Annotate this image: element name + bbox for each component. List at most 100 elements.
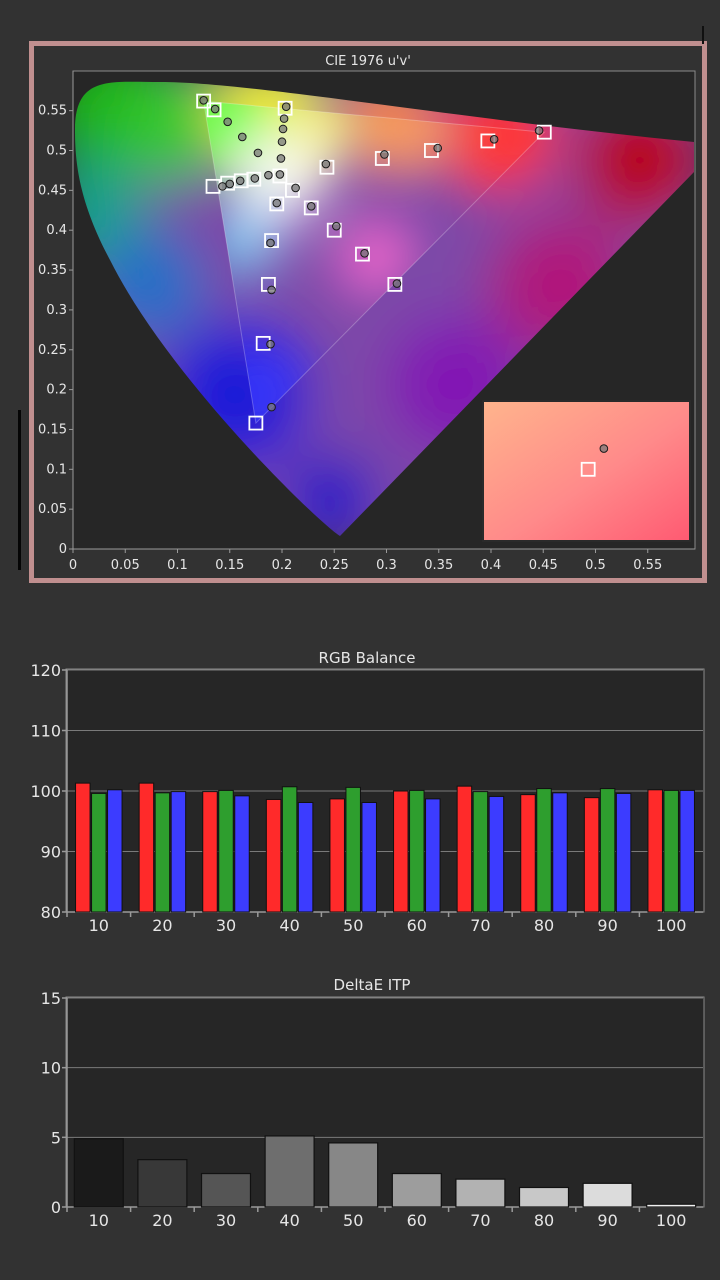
measured-point (279, 114, 289, 123)
bar-red (138, 782, 155, 913)
rgb-balance-chart: 80 90 100 110 120 10 20 30 40 50 60 70 80 90 100 (30, 661, 703, 935)
cie-y-tick-label: 0 (59, 542, 67, 557)
x-tick-label: 80 (534, 916, 554, 935)
cie-x-tick-label: 0.55 (633, 558, 662, 573)
x-tick-label: 40 (279, 1211, 299, 1230)
target-square (387, 276, 403, 292)
top-edge-mark (702, 26, 704, 44)
bar-green (536, 788, 552, 913)
measured-point (321, 159, 331, 169)
x-tick-label: 30 (216, 1211, 236, 1230)
cie-title: CIE 1976 u'v' (325, 54, 411, 69)
x-tick-label: 80 (534, 1211, 554, 1230)
bar-deltae (200, 1172, 252, 1208)
measured-point (266, 238, 275, 248)
measured-point (278, 124, 288, 134)
cie-y-tick-label: 0.4 (46, 223, 67, 238)
cie-y-tick-label: 0.1 (46, 462, 67, 477)
cie-x-tick-label: 0.1 (167, 558, 188, 573)
y-tick-label: 10 (41, 1059, 61, 1078)
measured-point (360, 249, 369, 258)
x-tick-label: 90 (597, 916, 617, 935)
measured-point (237, 132, 247, 142)
measured-point (223, 117, 232, 127)
bar-deltae (264, 1135, 315, 1208)
measured-point (199, 95, 208, 105)
cie-x-tick-label: 0.15 (215, 558, 244, 573)
measured-point (291, 183, 300, 193)
left-edge-mark (18, 410, 21, 570)
x-tick-label: 100 (656, 1211, 687, 1230)
measured-point (210, 104, 220, 114)
target-square (248, 415, 264, 431)
y-tick-label: 15 (41, 989, 61, 1008)
bar-blue (552, 792, 568, 913)
x-tick-label: 10 (89, 916, 109, 935)
cie-x-tick-label: 0.25 (320, 558, 349, 573)
measured-point (250, 174, 260, 183)
target-square (196, 93, 212, 109)
inset-measured-point (599, 444, 609, 453)
measured-point (489, 135, 499, 144)
measured-point (306, 201, 316, 211)
x-tick-label: 10 (89, 1211, 109, 1230)
bar-deltae (328, 1142, 379, 1208)
y-tick-label: 90 (41, 843, 61, 862)
bar-blue (170, 791, 187, 913)
cie-y-tick-label: 0.2 (46, 383, 67, 398)
measured-point (534, 126, 544, 135)
cie-y-tick-label: 0.15 (38, 422, 67, 437)
bar-red (520, 794, 536, 913)
measured-point (266, 339, 275, 349)
x-tick-label: 20 (152, 1211, 172, 1230)
cie-y-tick-label: 0.55 (38, 104, 67, 119)
bar-red (647, 789, 663, 913)
bar-blue (297, 801, 314, 913)
bar-deltae (582, 1182, 633, 1208)
target-square (303, 200, 319, 216)
measured-point (272, 198, 282, 208)
cie-y-tick-label: 0.35 (38, 263, 67, 278)
y-tick-label: 100 (30, 782, 61, 801)
measured-point (267, 402, 276, 412)
target-square (206, 102, 222, 118)
measured-point (433, 143, 443, 153)
measured-point (281, 102, 291, 111)
x-tick-label: 20 (152, 916, 172, 935)
bar-green (154, 792, 171, 913)
deltae-itp-chart: 0 5 10 15 10 20 30 40 50 60 70 80 90 100 (41, 989, 703, 1230)
cie-x-tick-label: 0 (69, 558, 77, 573)
bar-deltae (518, 1186, 570, 1208)
bar-blue (615, 792, 632, 913)
bar-red (456, 785, 473, 913)
measured-point (267, 285, 276, 295)
x-tick-label: 60 (407, 916, 427, 935)
bar-red (329, 798, 345, 913)
y-tick-label: 80 (41, 903, 61, 922)
cie-y-tick-label: 0.05 (38, 502, 67, 517)
measured-point (276, 154, 286, 163)
cie-markers (196, 93, 552, 431)
x-tick-label: 40 (279, 916, 299, 935)
bar-deltae (455, 1178, 506, 1208)
cie-x-tick-label: 0.35 (424, 558, 453, 573)
bar-deltae (73, 1138, 124, 1208)
bar-green (409, 789, 425, 913)
rgb-title: RGB Balance (319, 649, 416, 667)
target-square (269, 196, 285, 212)
cie-x-tick-label: 0.45 (529, 558, 558, 573)
cie-x-tick-label: 0.05 (111, 558, 140, 573)
bar-red (202, 791, 218, 913)
x-tick-label: 50 (343, 916, 363, 935)
measured-point (218, 182, 227, 191)
bar-red (265, 798, 282, 913)
x-tick-label: 70 (470, 1211, 490, 1230)
cie-x-tick-label: 0.4 (481, 558, 502, 573)
x-tick-label: 30 (216, 916, 236, 935)
measured-point (275, 170, 285, 179)
y-tick-label: 120 (30, 661, 61, 680)
measured-point (225, 179, 235, 189)
x-tick-label: 50 (343, 1211, 363, 1230)
bar-green (599, 788, 616, 913)
cie-y-tick-label: 0.3 (46, 303, 67, 318)
